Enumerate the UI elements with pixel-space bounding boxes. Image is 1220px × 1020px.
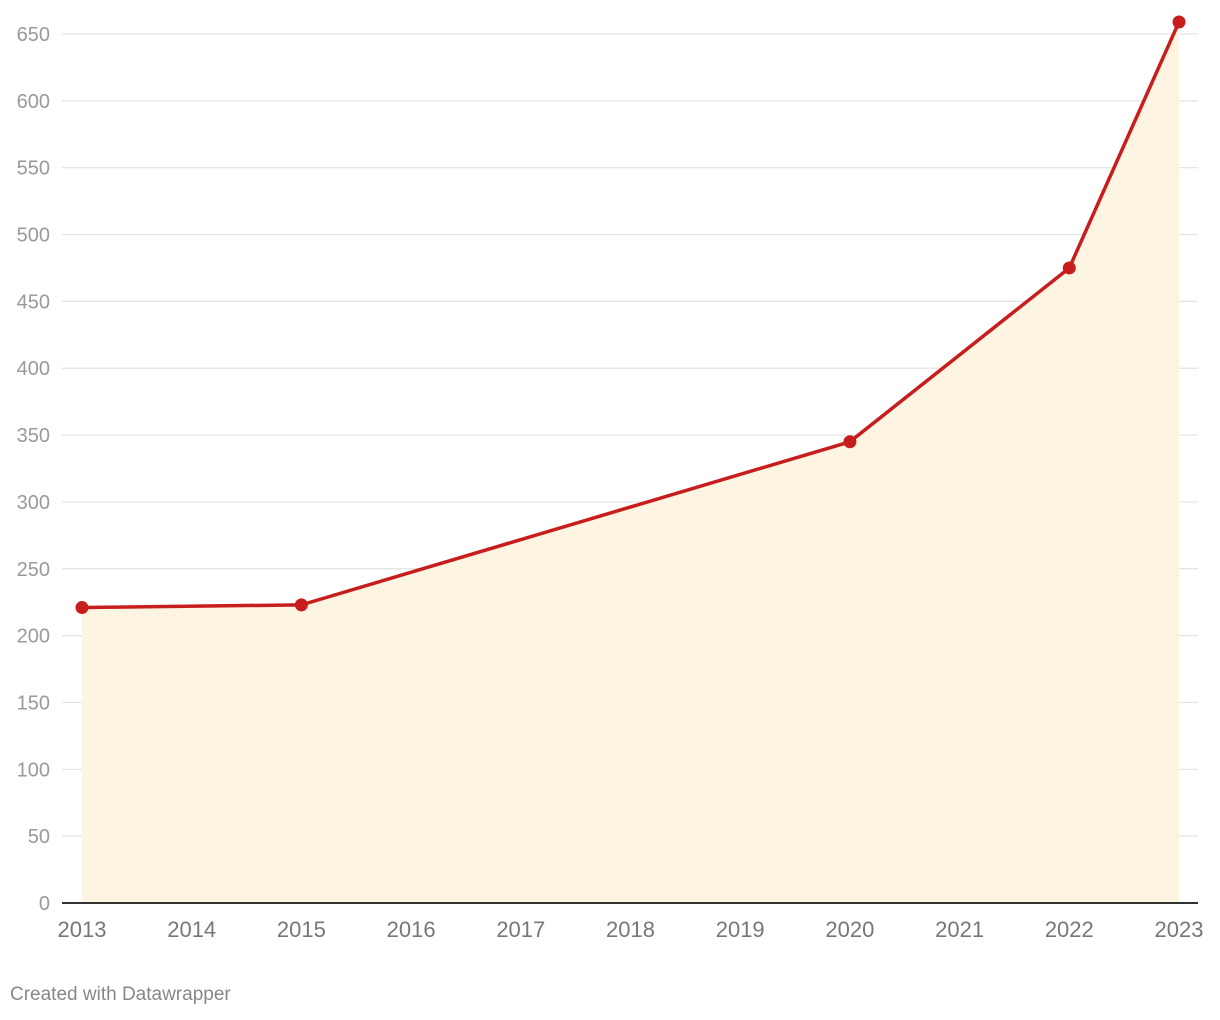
y-tick-label-400: 400 xyxy=(17,358,50,380)
y-tick-label-600: 600 xyxy=(17,91,50,113)
x-tick-label-2018: 2018 xyxy=(606,917,655,942)
data-point-2013 xyxy=(75,601,89,615)
area-fill-layer xyxy=(82,21,1179,903)
y-tick-label-50: 50 xyxy=(28,826,50,848)
x-tick-label-2020: 2020 xyxy=(825,917,874,942)
x-tick-label-2023: 2023 xyxy=(1155,917,1204,942)
y-tick-label-500: 500 xyxy=(17,225,50,247)
y-tick-label-450: 450 xyxy=(17,291,50,313)
x-tick-label-2015: 2015 xyxy=(277,917,326,942)
x-tick-label-2016: 2016 xyxy=(387,917,436,942)
y-tick-label-650: 650 xyxy=(17,24,50,46)
x-tick-label-2022: 2022 xyxy=(1045,917,1094,942)
data-point-2023 xyxy=(1172,15,1186,29)
data-point-2022 xyxy=(1062,261,1076,275)
x-tick-label-2021: 2021 xyxy=(935,917,984,942)
x-tick-label-2014: 2014 xyxy=(167,917,216,942)
y-tick-label-300: 300 xyxy=(17,492,50,514)
y-tick-label-200: 200 xyxy=(17,626,50,648)
x-tick-label-2017: 2017 xyxy=(496,917,545,942)
data-point-2020 xyxy=(843,435,857,449)
y-tick-label-350: 350 xyxy=(17,425,50,447)
y-tick-label-150: 150 xyxy=(17,692,50,714)
x-tick-label-2019: 2019 xyxy=(716,917,765,942)
y-tick-label-250: 250 xyxy=(17,559,50,581)
y-axis: 0 50 100 150 200 250 300 350 400 450 500 550 600 650 xyxy=(17,24,50,915)
y-tick-label-0: 0 xyxy=(39,893,50,915)
area-chart: 2013 2014 2015 2016 2017 2018 2019 2020 2021 2022… xyxy=(17,15,1204,942)
y-tick-label-550: 550 xyxy=(17,158,50,180)
x-tick-label-2013: 2013 xyxy=(58,917,107,942)
x-axis: 2013 2014 2015 2016 2017 2018 2019 2020 2021 2022… xyxy=(58,902,1204,942)
footer-credit: Created with Datawrapper xyxy=(10,984,231,1005)
y-tick-label-100: 100 xyxy=(17,759,50,781)
data-points xyxy=(75,15,1186,615)
area-fill xyxy=(82,21,1179,903)
data-point-2015 xyxy=(294,598,308,612)
